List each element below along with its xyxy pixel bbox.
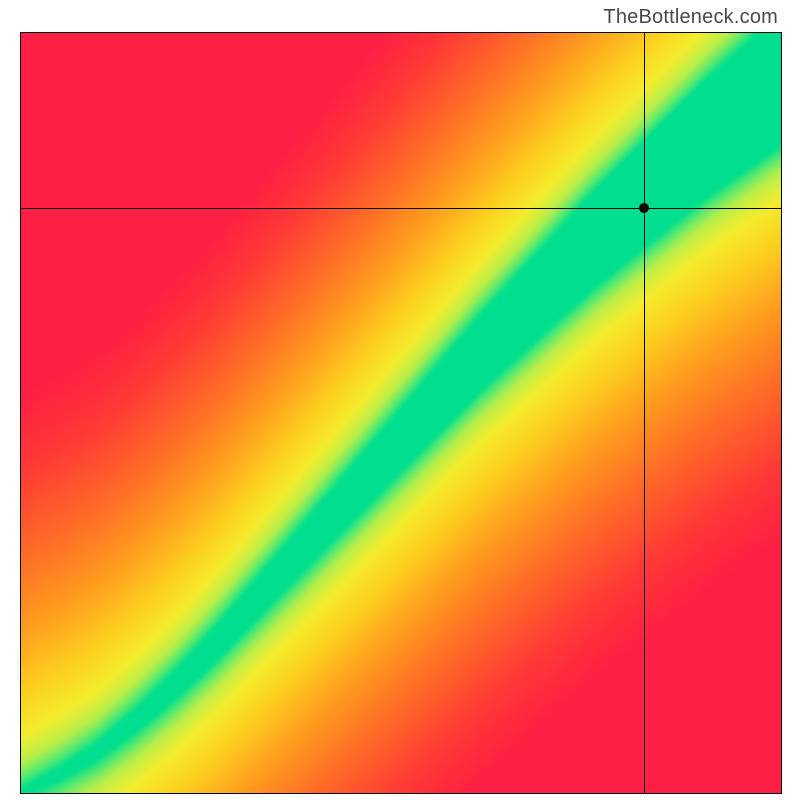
watermark-text: TheBottleneck.com [603,6,778,29]
crosshair-marker [639,203,649,213]
heatmap-plot [20,32,782,794]
heatmap-canvas [21,33,781,793]
crosshair-vertical [644,33,645,793]
crosshair-horizontal [21,208,781,209]
